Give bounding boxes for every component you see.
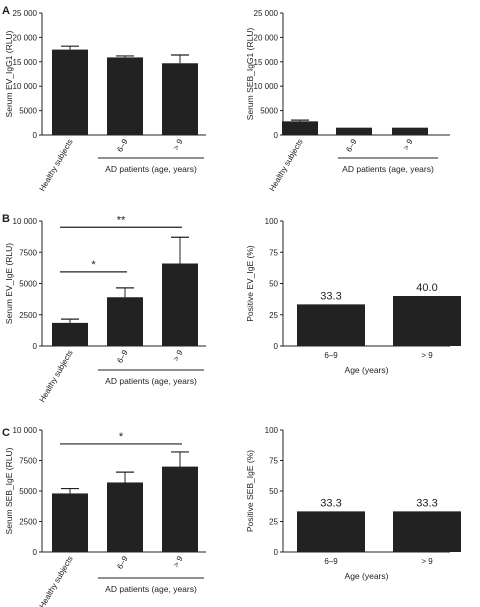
y-tick-label: 25: [269, 311, 278, 320]
y-tick-label: 25 000: [13, 9, 38, 18]
y-tick-label: 2500: [19, 311, 37, 320]
y-tick-label: 0: [33, 548, 38, 557]
y-tick-label: 5000: [19, 107, 37, 116]
x-tick-label: Healthy subjects: [38, 138, 75, 193]
bar-data-label: 33.3: [320, 497, 341, 509]
bar-data-label: 40.0: [416, 282, 437, 294]
chart-panel-1: 0 5000 10 000 15 000 20 000 25 000 Serum EV_Ig…: [4, 9, 206, 193]
y-tick-label: 100: [265, 217, 279, 226]
x-tick-label: > 9: [171, 137, 185, 152]
x-axis-title: Age (years): [345, 365, 389, 375]
x-tick-label: 6–9: [324, 351, 338, 360]
bar: [162, 63, 198, 135]
bar: [282, 121, 318, 135]
x-tick-label: > 9: [171, 554, 185, 569]
bar: [52, 493, 88, 552]
y-axis-title: Serum EV_IgE (RLU): [4, 243, 14, 324]
y-axis-title: Serum SEB_IgG1 (RLU): [245, 28, 255, 121]
x-tick-label: 6–9: [115, 348, 130, 365]
bar-data-label: 33.3: [320, 290, 341, 302]
y-axis-title: Positive SEB_IgE (%): [245, 450, 255, 532]
bar: [107, 297, 143, 346]
x-tick-label: 6–9: [344, 137, 359, 154]
bar: [297, 511, 365, 552]
y-tick-label: 10 000: [13, 426, 38, 435]
bar: [297, 304, 365, 346]
y-tick-label: 0: [274, 131, 279, 140]
y-tick-label: 7500: [19, 457, 37, 466]
x-tick-label: > 9: [421, 351, 433, 360]
panel-label-a: A: [2, 5, 10, 17]
y-tick-label: 15 000: [254, 58, 279, 67]
group-label: AD patients (age, years): [105, 376, 197, 386]
panel-label-c: C: [2, 427, 10, 439]
bar: [336, 127, 372, 135]
bar: [107, 482, 143, 552]
y-tick-label: 20 000: [254, 33, 279, 42]
bar: [162, 263, 198, 346]
y-tick-label: 0: [274, 548, 279, 557]
y-axis-title: Serum EV_IgG1 (RLU): [4, 30, 14, 117]
x-tick-label: > 9: [421, 557, 433, 566]
bar: [393, 296, 461, 346]
y-tick-label: 100: [265, 426, 279, 435]
significance-label: *: [119, 431, 124, 443]
y-tick-label: 5000: [19, 280, 37, 289]
x-tick-label: Healthy subjects: [38, 555, 75, 607]
y-axis-title: Serum SEB_IgE (RLU): [4, 447, 14, 534]
y-tick-label: 0: [33, 131, 38, 140]
significance-label: **: [117, 214, 126, 226]
y-axis-title: Positive EV_IgE (%): [245, 245, 255, 322]
x-tick-label: 6–9: [115, 554, 130, 571]
chart-panel-4: 0 25 50 75 100 Positive EV_IgE (%) 33.3 40.0 6–9…: [245, 217, 461, 375]
bar: [52, 49, 88, 135]
y-tick-label: 7500: [19, 248, 37, 257]
bar: [392, 127, 428, 135]
y-tick-label: 75: [269, 248, 278, 257]
y-tick-label: 25: [269, 518, 278, 527]
chart-panel-6: 0 25 50 75 100 Positive SEB_IgE (%) 33.3 33.3 6–…: [245, 426, 461, 581]
y-tick-label: 0: [33, 342, 38, 351]
x-tick-label: > 9: [401, 137, 415, 152]
group-label: AD patients (age, years): [105, 584, 197, 594]
y-tick-label: 50: [269, 280, 278, 289]
y-tick-label: 5000: [19, 487, 37, 496]
significance-label: *: [91, 259, 96, 271]
x-axis-title: Age (years): [345, 571, 389, 581]
x-tick-label: 6–9: [115, 137, 130, 154]
panel-label-b: B: [2, 213, 10, 225]
x-tick-label: Healthy subjects: [38, 349, 75, 404]
y-tick-label: 15 000: [13, 58, 38, 67]
chart-panel-5: 0 2500 5000 7500 10 000 Serum SEB_IgE (RLU) He…: [4, 426, 206, 607]
y-tick-label: 10 000: [13, 217, 38, 226]
x-tick-label: > 9: [171, 348, 185, 363]
x-tick-label: Healthy subjects: [268, 138, 305, 193]
y-tick-label: 5000: [260, 107, 278, 116]
chart-panel-3: 0 2500 5000 7500 10 000 Serum EV_IgE (RLU) Hea…: [4, 214, 206, 404]
bar: [393, 511, 461, 552]
y-tick-label: 20 000: [13, 33, 38, 42]
y-tick-label: 25 000: [254, 9, 279, 18]
y-tick-label: 0: [274, 342, 279, 351]
y-tick-label: 50: [269, 487, 278, 496]
bar: [52, 322, 88, 346]
x-tick-label: 6–9: [324, 557, 338, 566]
bar: [162, 466, 198, 552]
y-tick-label: 10 000: [254, 82, 279, 91]
group-label: AD patients (age, years): [105, 164, 197, 174]
y-tick-label: 75: [269, 457, 278, 466]
y-tick-label: 2500: [19, 518, 37, 527]
group-label: AD patients (age, years): [342, 164, 434, 174]
bar: [107, 57, 143, 135]
y-tick-label: 10 000: [13, 82, 38, 91]
chart-panel-2: 0 5000 10 000 15 000 20 000 25 000 Serum SEB_I…: [245, 9, 450, 193]
bar-data-label: 33.3: [416, 497, 437, 509]
